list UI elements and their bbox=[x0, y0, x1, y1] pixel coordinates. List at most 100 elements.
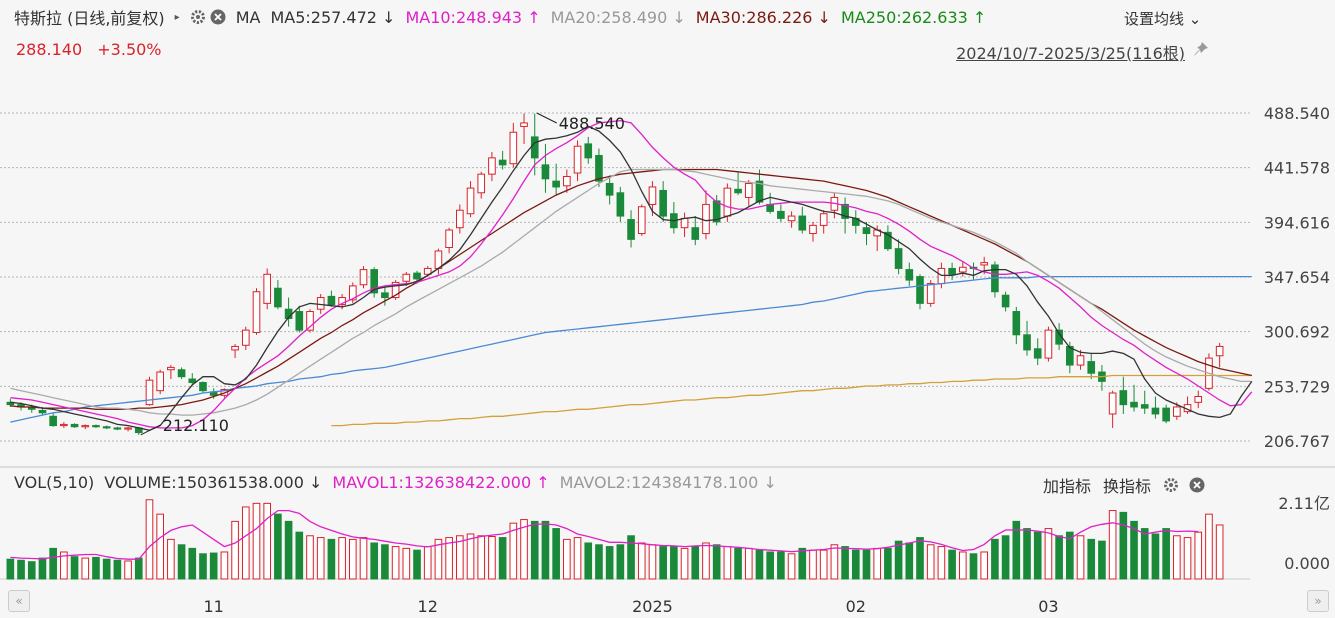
volume-bar bbox=[145, 499, 154, 580]
annotation-label: 488.540 bbox=[559, 114, 625, 133]
volume-bar bbox=[884, 547, 892, 580]
candle-body bbox=[370, 269, 379, 294]
candle-body bbox=[1066, 345, 1074, 366]
ma-item-0-label: MA5:257.472 bbox=[270, 7, 377, 27]
volume-bar bbox=[102, 558, 111, 580]
volume-bar bbox=[648, 544, 657, 580]
volume-bar bbox=[49, 547, 57, 580]
price-tick-label: 441.578 bbox=[1264, 159, 1330, 178]
x-tick-label: 11 bbox=[204, 597, 224, 616]
scroll-left-button[interactable]: « bbox=[8, 590, 30, 612]
ma-item-0-arrow: ↓ bbox=[382, 7, 396, 27]
candle-body bbox=[423, 267, 432, 275]
candle-body bbox=[445, 229, 453, 248]
candle-body bbox=[1140, 404, 1149, 409]
x-tick-label: 02 bbox=[846, 597, 866, 616]
volume-bar bbox=[81, 557, 90, 580]
ma-item-4: MA250:262.633 ↑ bbox=[841, 8, 986, 27]
volume-bar bbox=[456, 535, 464, 580]
candle-body bbox=[980, 262, 989, 266]
volume-bar bbox=[348, 538, 357, 580]
price-tick-label: 206.767 bbox=[1264, 432, 1330, 451]
candle-body bbox=[1044, 329, 1053, 359]
volume-bar bbox=[38, 557, 47, 580]
volume-bar bbox=[381, 544, 389, 580]
gear-icon[interactable] bbox=[190, 9, 206, 25]
volume-bar bbox=[370, 542, 379, 580]
volume-bar bbox=[359, 537, 368, 580]
ma-item-0: MA5:257.472 ↓ bbox=[270, 8, 395, 27]
volume-bar bbox=[926, 544, 935, 580]
volume-bar bbox=[92, 556, 100, 580]
candle-body bbox=[648, 186, 657, 205]
x-tick-label: 03 bbox=[1038, 597, 1058, 616]
candle-body bbox=[584, 143, 593, 159]
volume-bar bbox=[188, 547, 197, 580]
indicator-close-icon[interactable] bbox=[1189, 477, 1205, 493]
candle-body bbox=[391, 281, 400, 299]
volume-bar bbox=[338, 537, 346, 580]
candle-body bbox=[798, 215, 807, 231]
volume-bar bbox=[1066, 531, 1074, 580]
ma-item-1-arrow: ↑ bbox=[527, 7, 541, 27]
indicator-gear-icon[interactable] bbox=[1163, 477, 1179, 493]
candle-body bbox=[958, 266, 967, 273]
price-tick-label: 347.654 bbox=[1264, 268, 1330, 287]
scroll-right-button[interactable]: » bbox=[1307, 590, 1329, 612]
volume-bar bbox=[156, 513, 164, 580]
volume-bar bbox=[991, 538, 999, 580]
candle-body bbox=[1119, 390, 1128, 406]
date-range[interactable]: 2024/10/7-2025/3/25(116根) bbox=[956, 44, 1185, 63]
set-ma-button[interactable]: 设置均线 ⌄ bbox=[1124, 8, 1201, 29]
candle-body bbox=[38, 409, 47, 414]
price-tick-label: 253.729 bbox=[1264, 377, 1330, 396]
candle-body bbox=[520, 122, 528, 127]
ma-item-2-label: MA20:258.490 bbox=[550, 7, 668, 27]
candle-body bbox=[884, 231, 892, 250]
volume-bar bbox=[1044, 528, 1053, 580]
candle-body bbox=[862, 227, 871, 235]
price-tick-label: 300.692 bbox=[1264, 323, 1330, 342]
stock-title: 特斯拉 (日线,前复权) bbox=[14, 9, 165, 28]
volume-bar bbox=[177, 544, 186, 580]
volume-bar bbox=[231, 520, 239, 580]
candle-body bbox=[509, 131, 518, 165]
candle-body bbox=[231, 345, 239, 351]
candle-body bbox=[348, 285, 357, 301]
volume-bar bbox=[445, 537, 453, 580]
ma-item-2: MA20:258.490 ↓ bbox=[551, 8, 686, 27]
volume-bar bbox=[1140, 528, 1149, 580]
candle-body bbox=[573, 145, 582, 174]
pin-icon[interactable] bbox=[1192, 40, 1210, 58]
candle-body bbox=[616, 192, 625, 217]
candle-body bbox=[841, 203, 849, 219]
collapse-arrow-icon[interactable]: ▸ bbox=[174, 11, 180, 23]
volume-bar bbox=[60, 551, 68, 580]
volume-bar bbox=[284, 520, 293, 580]
add-indicator-button[interactable]: 加指标 bbox=[1043, 477, 1092, 496]
volume-bar bbox=[702, 542, 710, 580]
volume-bar bbox=[980, 551, 989, 580]
volume-bar bbox=[413, 549, 421, 580]
candle-body bbox=[1151, 407, 1160, 415]
candle-body bbox=[381, 292, 389, 299]
current-price: 288.140 bbox=[16, 40, 83, 59]
volume-bar bbox=[167, 538, 175, 580]
candle-body bbox=[252, 291, 261, 333]
chart-header: 特斯拉 (日线,前复权) ▸ MA MA5:257.472 ↓ MA10:248… bbox=[14, 5, 996, 29]
volume-bar bbox=[1205, 513, 1213, 580]
candle-body bbox=[316, 297, 325, 310]
volume-bar bbox=[17, 559, 25, 580]
close-icon[interactable] bbox=[210, 9, 226, 25]
candle-body bbox=[466, 187, 475, 215]
candle-body bbox=[488, 157, 496, 175]
volume-bar bbox=[873, 547, 882, 580]
candle-body bbox=[338, 297, 346, 306]
candle-body bbox=[659, 189, 667, 217]
volume-bar bbox=[477, 535, 486, 580]
volume-bar bbox=[1108, 510, 1117, 580]
candle-body bbox=[1001, 294, 1010, 308]
volume-header: VOL(5,10) VOLUME:150361538.000 ↓ MAVOL1:… bbox=[14, 473, 787, 492]
switch-indicator-button[interactable]: 换指标 bbox=[1103, 477, 1152, 496]
